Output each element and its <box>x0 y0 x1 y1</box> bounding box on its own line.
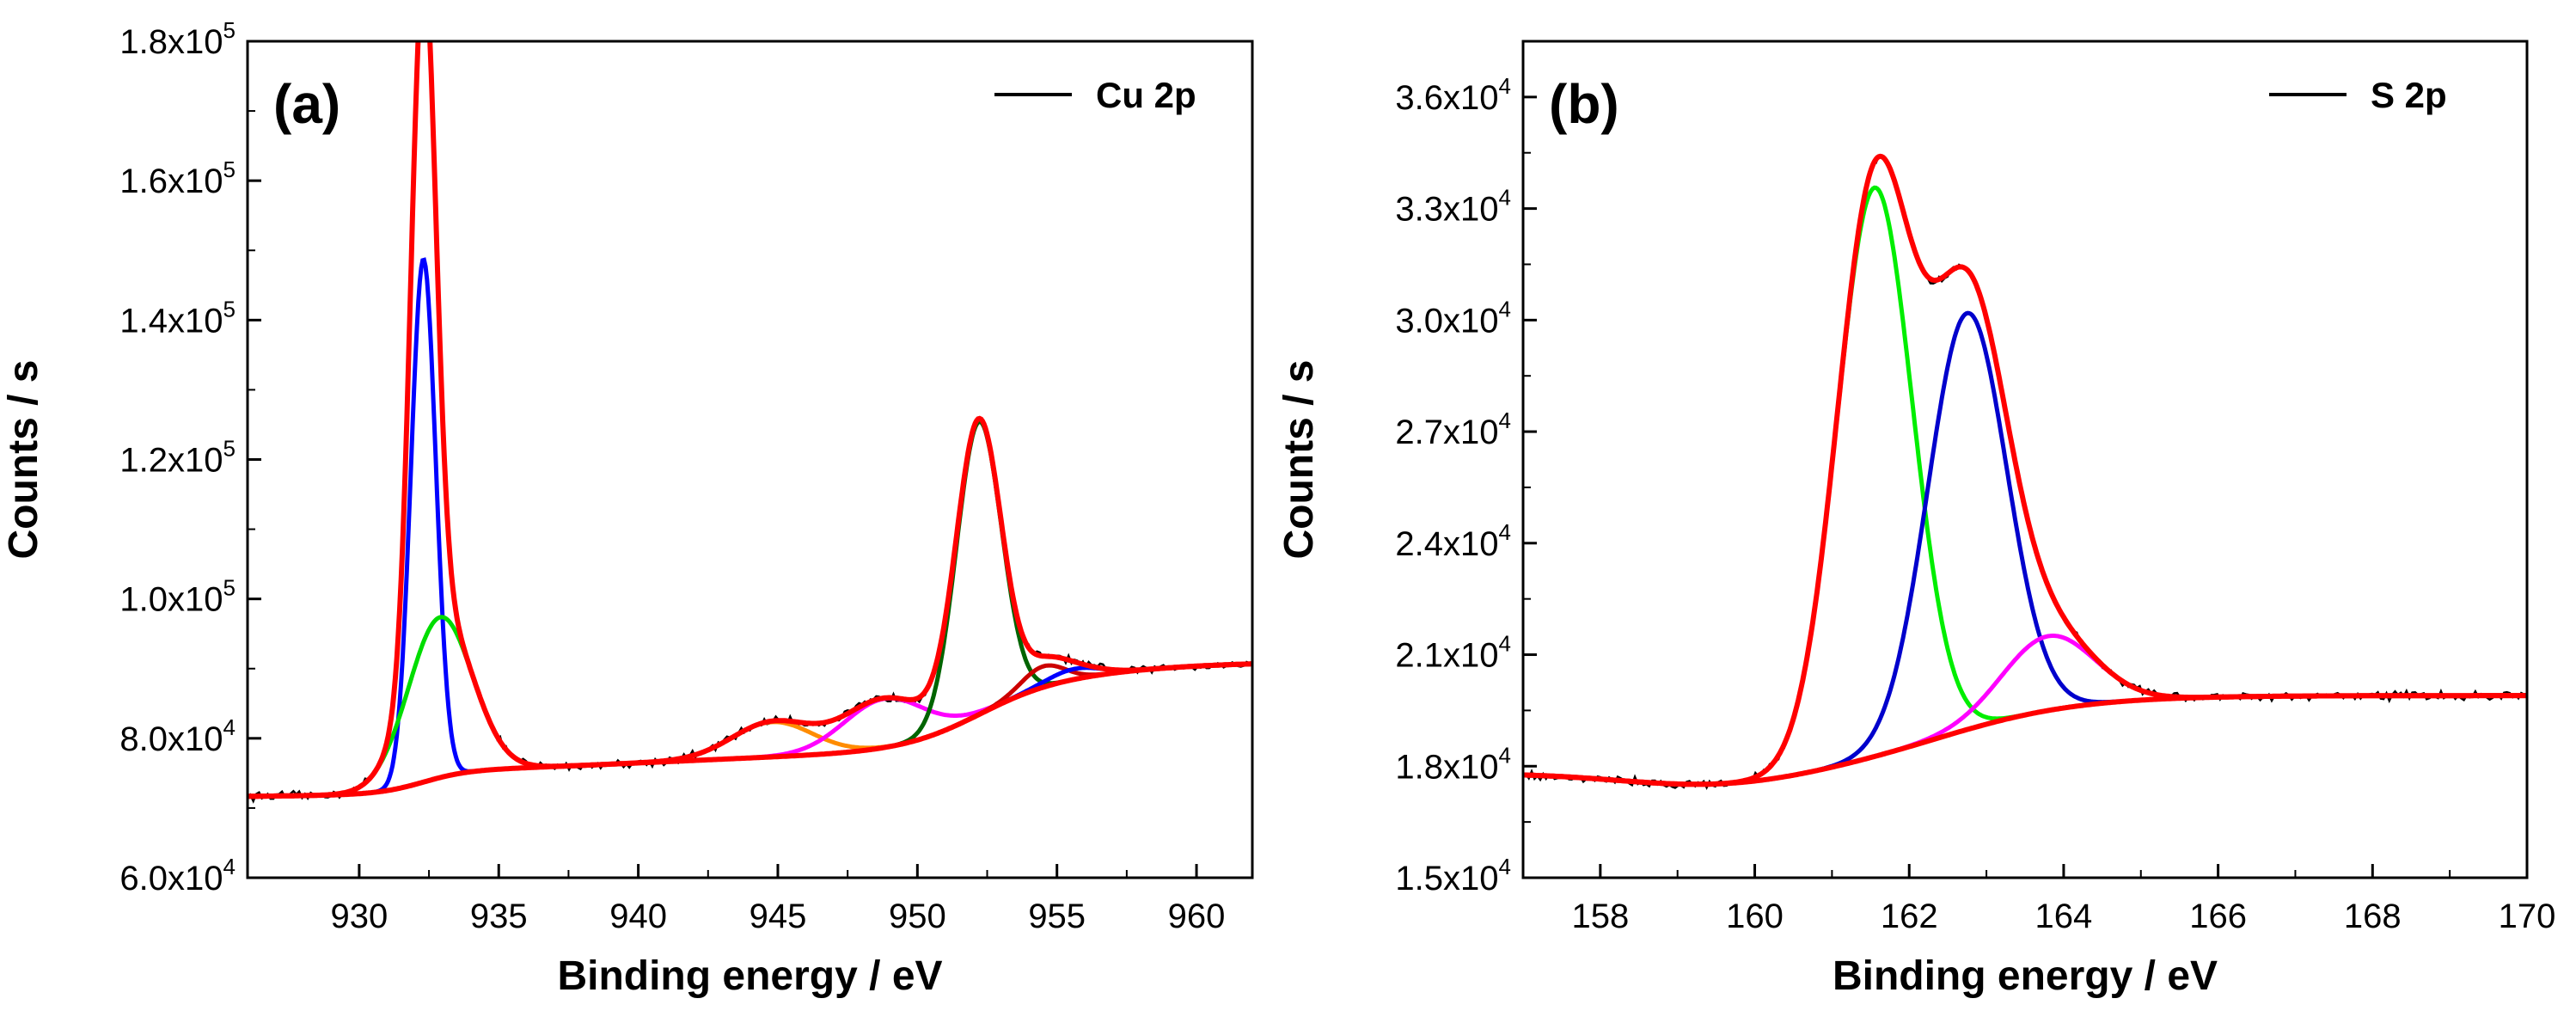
y-tick-label-a: 1.6x105 <box>119 156 236 200</box>
x-tick-label-b: 164 <box>2035 898 2093 935</box>
x-tick-label-b: 160 <box>1726 898 1784 935</box>
x-tick-label-b: 162 <box>1881 898 1938 935</box>
raw-spectrum-a <box>248 41 1252 804</box>
background-line-b <box>1523 693 2527 787</box>
background-line-a <box>248 661 1252 800</box>
y-tick-label-b: 3.3x104 <box>1395 185 1511 229</box>
y-tick-label-a: 1.4x105 <box>119 296 236 340</box>
y-tick-label-a: 1.2x105 <box>119 436 236 480</box>
x-tick-label-b: 158 <box>1571 898 1629 935</box>
y-tick-label-b: 2.4x104 <box>1395 519 1511 563</box>
x-tick-label-b: 166 <box>2189 898 2247 935</box>
x-axis-title-a: Binding energy / eV <box>557 953 942 999</box>
x-tick-label-a: 945 <box>750 898 807 935</box>
y-tick-label-a: 6.0x104 <box>119 854 236 898</box>
x-tick-label-a: 955 <box>1028 898 1086 935</box>
legend-label-b: S 2p <box>2371 75 2447 115</box>
plot-area-a <box>248 41 1252 804</box>
y-tick-label-b: 3.0x104 <box>1395 296 1511 340</box>
x-tick-label-a: 950 <box>889 898 946 935</box>
x-axis-title-b: Binding energy / eV <box>1833 953 2218 999</box>
plot-area-b <box>1523 153 2527 791</box>
envelope-fit-a <box>248 41 1252 800</box>
y-tick-label-b: 2.1x104 <box>1395 631 1511 675</box>
envelope-fit-b <box>1523 153 2527 787</box>
y-tick-label-b: 1.5x104 <box>1395 854 1511 898</box>
x-tick-label-b: 170 <box>2499 898 2556 935</box>
y-tick-label-b: 1.8x104 <box>1395 742 1511 786</box>
panel-label-b: (b) <box>1549 73 1619 135</box>
y-tick-label-a: 1.0x105 <box>119 575 236 619</box>
chart-panel-a: 930 935 940 945 950 955 960 6.0x104 8.0x104 1.0x1… <box>1 17 1254 999</box>
y-tick-label-a: 8.0x104 <box>119 714 236 758</box>
x-tick-label-a: 930 <box>331 898 389 935</box>
x-tick-label-a: 935 <box>470 898 528 935</box>
x-tick-label-a: 940 <box>609 898 667 935</box>
panel-label-a: (a) <box>273 73 340 135</box>
x-tick-label-a: 960 <box>1168 898 1226 935</box>
component-peak-b-3 <box>1523 634 2527 787</box>
y-axis-title-a: Counts / s <box>1 359 46 559</box>
chart-panel-b: 158 160 162 164 166 168 170 1.5x104 1.8x104 2.1x1… <box>1276 40 2556 999</box>
y-axis-title-b: Counts / s <box>1276 359 1322 559</box>
y-tick-label-b: 3.6x104 <box>1395 73 1511 117</box>
y-tick-label-b: 2.7x104 <box>1395 407 1511 451</box>
y-tick-label-a: 1.8x105 <box>119 17 236 61</box>
plot-frame-b <box>1521 40 2529 879</box>
plot-frame-a <box>246 40 1254 879</box>
x-tick-label-b: 168 <box>2344 898 2402 935</box>
legend-label-a: Cu 2p <box>1096 75 1196 115</box>
